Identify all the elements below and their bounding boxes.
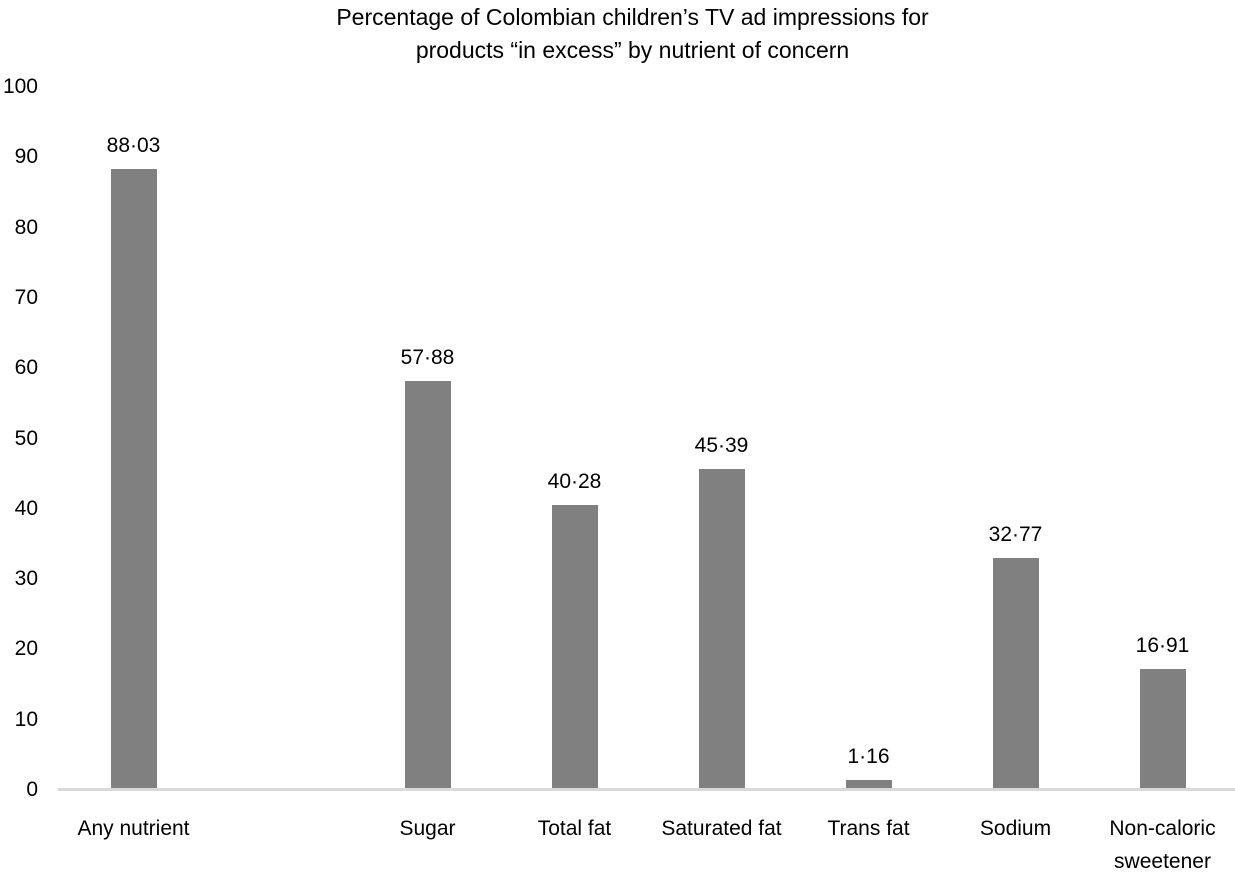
x-axis-label-saturated-fat: Saturated fat <box>661 817 782 840</box>
chart-title-line-2: products “in excess” by nutrient of conc… <box>415 37 850 63</box>
value-label-trans-fat: 1·16 <box>847 744 890 768</box>
y-axis-tick-label: 70 <box>14 285 38 309</box>
y-axis-tick-label: 30 <box>14 567 38 591</box>
x-axis-label-sodium: Sodium <box>979 817 1052 840</box>
value-label-sodium: 32·77 <box>988 522 1043 546</box>
value-label-sugar: 57·88 <box>400 346 455 370</box>
y-axis-tick-label: 20 <box>14 637 38 661</box>
value-label-total-fat: 40·28 <box>547 469 602 493</box>
value-label-non-caloric-sweetener: 16·91 <box>1135 634 1190 658</box>
y-axis-tick-label: 50 <box>14 426 38 450</box>
x-axis-label-trans-fat: Trans fat <box>827 817 910 840</box>
bar-total-fat <box>551 504 598 788</box>
y-axis-tick-label: 90 <box>14 145 38 169</box>
bar-saturated-fat <box>698 468 745 788</box>
chart-title: Percentage of Colombian children’s TV ad… <box>30 1 1235 67</box>
bar-trans-fat <box>845 779 892 788</box>
x-axis-line <box>58 788 1235 791</box>
y-axis-tick-label: 80 <box>14 215 38 239</box>
bar-any-nutrient <box>110 169 157 788</box>
value-label-any-nutrient: 88·03 <box>106 134 161 158</box>
y-axis-tick-label: 100 <box>2 75 38 98</box>
y-axis-tick-label: 10 <box>14 707 38 731</box>
y-axis-tick-label: 60 <box>14 356 38 380</box>
value-label-saturated-fat: 45·39 <box>694 433 749 457</box>
bar-sodium <box>992 557 1039 788</box>
y-axis-tick-label: 0 <box>26 778 38 801</box>
chart-title-line-1: Percentage of Colombian children’s TV ad… <box>336 4 929 30</box>
x-axis-label-non-caloric-sweetener: Non-caloric sweetener <box>1109 817 1216 873</box>
y-axis-tick-label: 40 <box>14 496 38 520</box>
bar-sugar <box>404 381 451 788</box>
x-axis-label-total-fat: Total fat <box>537 817 612 840</box>
x-axis-label-any-nutrient: Any nutrient <box>77 817 190 840</box>
bar-non-caloric-sweetener <box>1139 669 1186 788</box>
x-axis-label-sugar: Sugar <box>399 817 456 840</box>
